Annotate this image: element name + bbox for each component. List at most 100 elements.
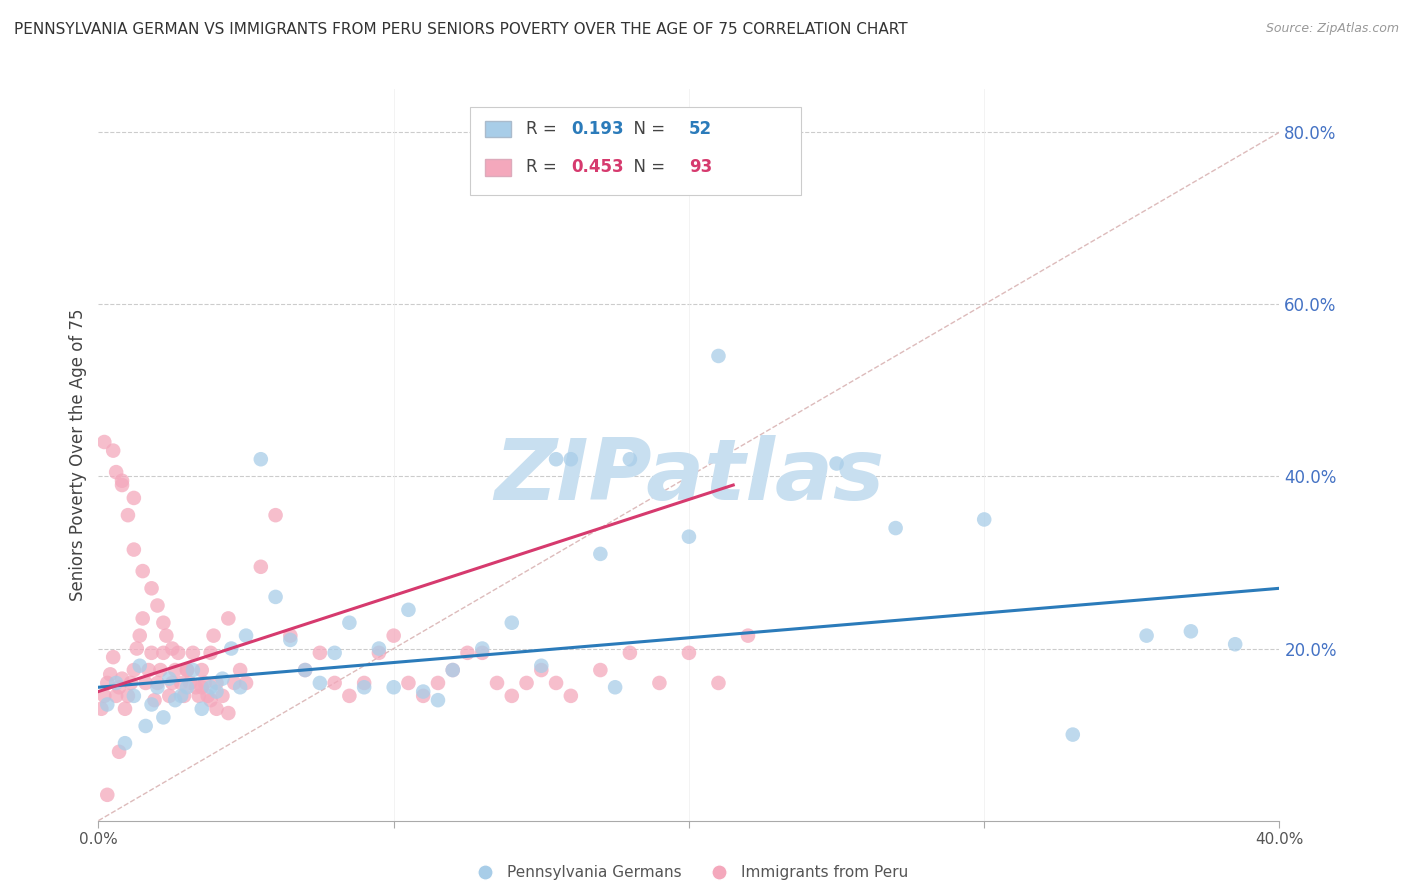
- Point: [280, 629, 302, 643]
- Point: [619, 452, 641, 467]
- Point: [93, 435, 115, 450]
- Point: [457, 646, 479, 660]
- Point: [96, 788, 118, 802]
- Text: 93: 93: [689, 159, 713, 177]
- Point: [162, 641, 183, 656]
- Point: [96, 676, 118, 690]
- Point: [205, 702, 228, 716]
- Point: [173, 689, 195, 703]
- Point: [170, 689, 193, 703]
- Point: [264, 508, 287, 523]
- Point: [165, 693, 187, 707]
- Text: Source: ZipAtlas.com: Source: ZipAtlas.com: [1265, 22, 1399, 36]
- Point: [471, 646, 494, 660]
- Point: [707, 349, 730, 363]
- Point: [117, 508, 139, 523]
- Point: [135, 719, 157, 733]
- Point: [368, 641, 391, 656]
- Point: [114, 702, 136, 716]
- Point: [250, 559, 273, 574]
- Point: [135, 676, 157, 690]
- Point: [516, 676, 538, 690]
- Point: [264, 590, 287, 604]
- Point: [441, 663, 464, 677]
- Point: [235, 676, 257, 690]
- Point: [191, 663, 214, 677]
- Point: [138, 663, 160, 677]
- Point: [179, 676, 201, 690]
- Point: [117, 689, 139, 703]
- Point: [441, 663, 464, 677]
- Point: [486, 676, 509, 690]
- Legend: Pennsylvania Germans, Immigrants from Peru: Pennsylvania Germans, Immigrants from Pe…: [464, 859, 914, 886]
- Point: [398, 676, 420, 690]
- Point: [152, 710, 174, 724]
- Point: [181, 646, 204, 660]
- Point: [125, 641, 148, 656]
- Point: [217, 611, 239, 625]
- Point: [339, 615, 361, 630]
- Point: [280, 632, 302, 647]
- Point: [678, 646, 700, 660]
- Point: [105, 676, 128, 690]
- Point: [973, 512, 995, 526]
- Point: [619, 646, 641, 660]
- Point: [211, 672, 233, 686]
- Point: [530, 658, 553, 673]
- Point: [648, 676, 671, 690]
- Point: [167, 646, 190, 660]
- Point: [103, 650, 125, 665]
- Point: [427, 676, 450, 690]
- Text: PENNSYLVANIA GERMAN VS IMMIGRANTS FROM PERU SENIORS POVERTY OVER THE AGE OF 75 C: PENNSYLVANIA GERMAN VS IMMIGRANTS FROM P…: [14, 22, 908, 37]
- Point: [427, 693, 450, 707]
- Point: [170, 676, 193, 690]
- Point: [108, 745, 131, 759]
- Point: [309, 676, 332, 690]
- Point: [1180, 624, 1202, 639]
- Point: [1225, 637, 1247, 651]
- Point: [149, 663, 172, 677]
- Point: [205, 676, 228, 690]
- Point: [323, 676, 346, 690]
- Point: [157, 689, 180, 703]
- Point: [165, 663, 187, 677]
- Point: [141, 698, 163, 712]
- Bar: [485, 121, 510, 137]
- Point: [546, 676, 568, 690]
- Point: [122, 689, 145, 703]
- Point: [309, 646, 332, 660]
- Point: [235, 629, 257, 643]
- Point: [605, 680, 627, 694]
- Point: [398, 603, 420, 617]
- Point: [737, 629, 759, 643]
- Point: [128, 658, 150, 673]
- Point: [825, 457, 848, 471]
- Point: [143, 693, 166, 707]
- Point: [105, 465, 128, 479]
- Point: [122, 491, 145, 505]
- Point: [353, 676, 375, 690]
- Point: [108, 680, 131, 694]
- Point: [98, 667, 121, 681]
- Point: [191, 702, 214, 716]
- Point: [200, 693, 222, 707]
- Point: [152, 615, 174, 630]
- Point: [707, 676, 730, 690]
- Point: [412, 689, 434, 703]
- Point: [111, 672, 134, 686]
- Point: [146, 676, 169, 690]
- Point: [884, 521, 907, 535]
- Point: [187, 689, 209, 703]
- Point: [323, 646, 346, 660]
- Point: [191, 680, 214, 694]
- Point: [202, 629, 225, 643]
- FancyBboxPatch shape: [471, 108, 801, 195]
- Point: [217, 706, 239, 720]
- Point: [200, 646, 222, 660]
- Point: [120, 676, 142, 690]
- Point: [181, 663, 204, 677]
- Point: [103, 443, 125, 458]
- Text: N =: N =: [623, 159, 671, 177]
- Point: [105, 689, 128, 703]
- Point: [678, 530, 700, 544]
